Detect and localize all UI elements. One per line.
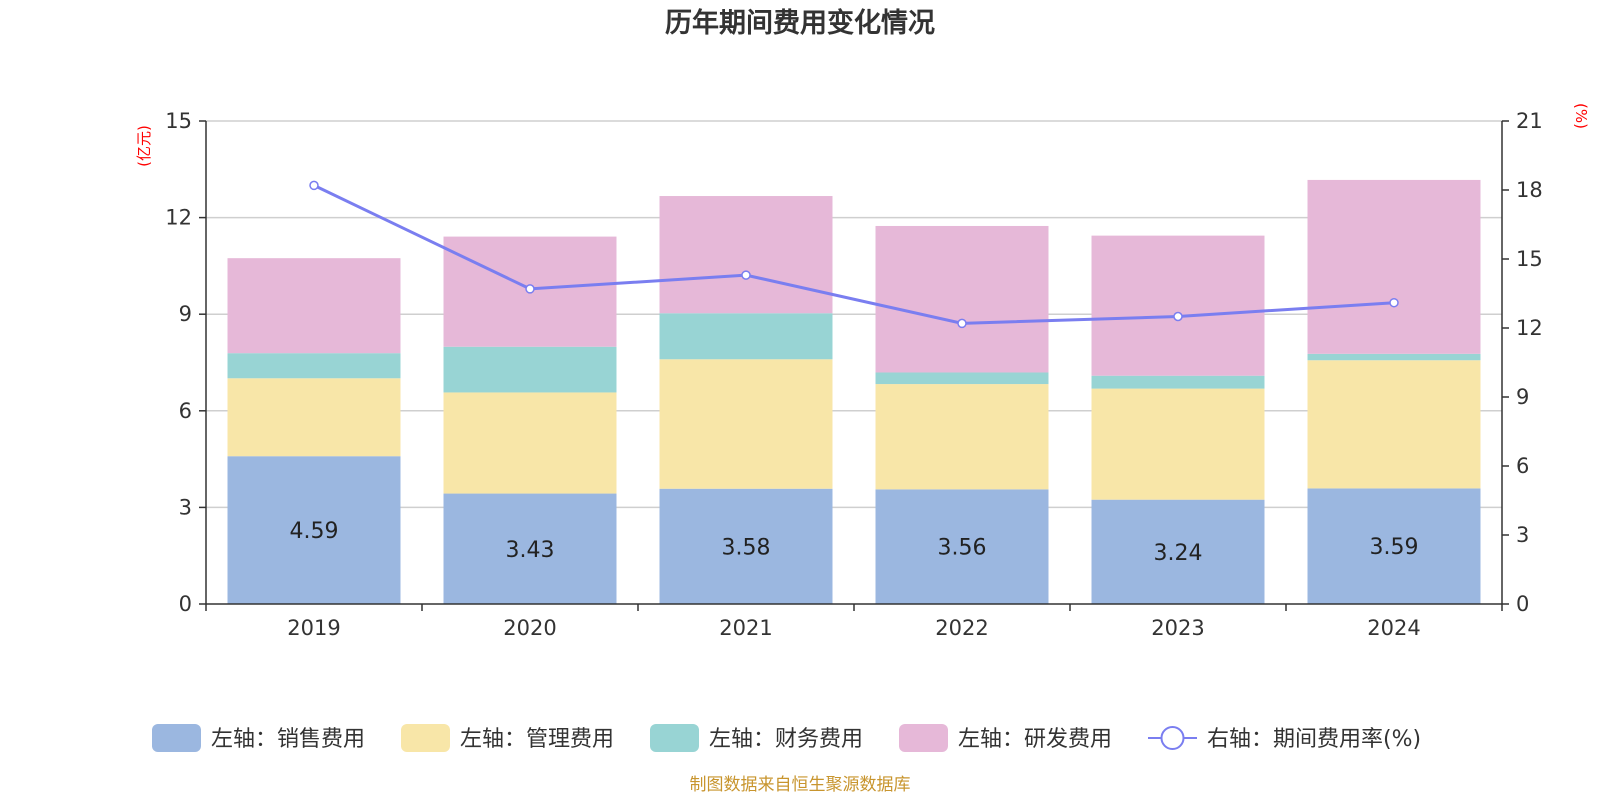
right-tick-label: 3 <box>1516 523 1529 547</box>
bar-segment <box>659 488 833 604</box>
bar-segment <box>227 378 401 457</box>
rate-point <box>525 284 535 294</box>
x-tick-label: 2024 <box>1367 616 1420 640</box>
rate-point <box>309 180 319 191</box>
data-label: 3.58 <box>722 535 771 560</box>
bars <box>227 179 1481 604</box>
gridlines <box>206 120 1502 509</box>
bar-segment <box>1091 235 1265 376</box>
bar-segment <box>1307 353 1481 361</box>
legend-swatch <box>401 724 450 752</box>
bar-segment <box>659 313 833 360</box>
legend-label: 右轴：期间费用率(%) <box>1207 727 1421 752</box>
left-tick-label: 6 <box>179 399 192 423</box>
data-labels: 4.59 3.43 3.58 3.56 3.24 3.59 <box>290 519 1419 566</box>
bar-segment <box>227 353 401 379</box>
right-tick-label: 9 <box>1516 385 1529 409</box>
left-axis-unit: (亿元) <box>135 125 153 167</box>
left-tick-label: 12 <box>165 206 192 230</box>
bar-segment <box>443 392 617 494</box>
right-axis-unit: (%) <box>1572 103 1590 129</box>
bar-segment <box>443 346 617 393</box>
bar-segment <box>1307 360 1481 489</box>
bar-segment <box>875 372 1049 385</box>
bar-segment <box>443 493 617 604</box>
data-label: 3.24 <box>1154 541 1203 566</box>
legend-label: 左轴：管理费用 <box>460 727 614 752</box>
left-tick-label: 0 <box>179 592 192 616</box>
chart-title: 历年期间费用变化情况 <box>665 7 935 39</box>
right-tick-label: 6 <box>1516 454 1529 478</box>
rate-point <box>741 270 751 280</box>
legend-label: 左轴：研发费用 <box>958 727 1112 752</box>
x-tick-label: 2021 <box>719 616 772 640</box>
right-tick-label: 0 <box>1516 592 1529 616</box>
axes: 0 3 6 9 12 15 0 3 6 9 12 15 18 21 2019 2020 2021 2022 2023… <box>165 109 1542 640</box>
data-label: 4.59 <box>290 519 339 544</box>
data-label: 3.59 <box>1370 535 1419 560</box>
x-tick-label: 2023 <box>1151 616 1204 640</box>
bar-segment <box>1091 499 1265 604</box>
bar-segment <box>659 359 833 489</box>
rate-line <box>309 180 1399 329</box>
rate-point <box>1173 311 1183 322</box>
bar-segment <box>1307 179 1481 354</box>
bar-segment <box>875 225 1049 373</box>
legend-swatch <box>899 724 948 752</box>
legend-label: 左轴：销售费用 <box>211 727 365 752</box>
bar-segment <box>1307 488 1481 604</box>
bar-segment <box>1091 388 1265 500</box>
data-label: 3.56 <box>938 536 987 561</box>
bar-segment <box>875 384 1049 490</box>
right-tick-label: 15 <box>1516 247 1543 271</box>
left-tick-label: 9 <box>179 302 192 326</box>
right-tick-label: 12 <box>1516 316 1543 340</box>
rate-point <box>1389 297 1399 308</box>
legend-swatch <box>650 724 699 752</box>
legend-circle-marker <box>1160 726 1185 750</box>
left-tick-label: 3 <box>179 495 192 519</box>
right-tick-label: 18 <box>1516 178 1543 202</box>
data-label: 3.43 <box>506 538 555 563</box>
bar-segment <box>227 258 401 354</box>
legend: 左轴：销售费用 左轴：管理费用 左轴：财务费用 左轴：研发费用 右轴：期间费用率(%) <box>152 724 1421 752</box>
bar-segment <box>1091 375 1265 389</box>
rate-point <box>957 318 967 329</box>
legend-swatch <box>152 724 201 752</box>
x-tick-label: 2020 <box>503 616 556 640</box>
source-note: 制图数据来自恒生聚源数据库 <box>690 775 911 795</box>
bar-segment <box>875 489 1049 604</box>
bar-segment <box>659 196 833 314</box>
right-tick-label: 21 <box>1516 109 1543 133</box>
rate-line-path <box>313 184 1395 325</box>
x-tick-label: 2022 <box>935 616 988 640</box>
legend-label: 左轴：财务费用 <box>709 727 863 752</box>
bar-segment <box>227 456 401 604</box>
left-tick-label: 15 <box>165 109 192 133</box>
x-tick-label: 2019 <box>287 616 340 640</box>
